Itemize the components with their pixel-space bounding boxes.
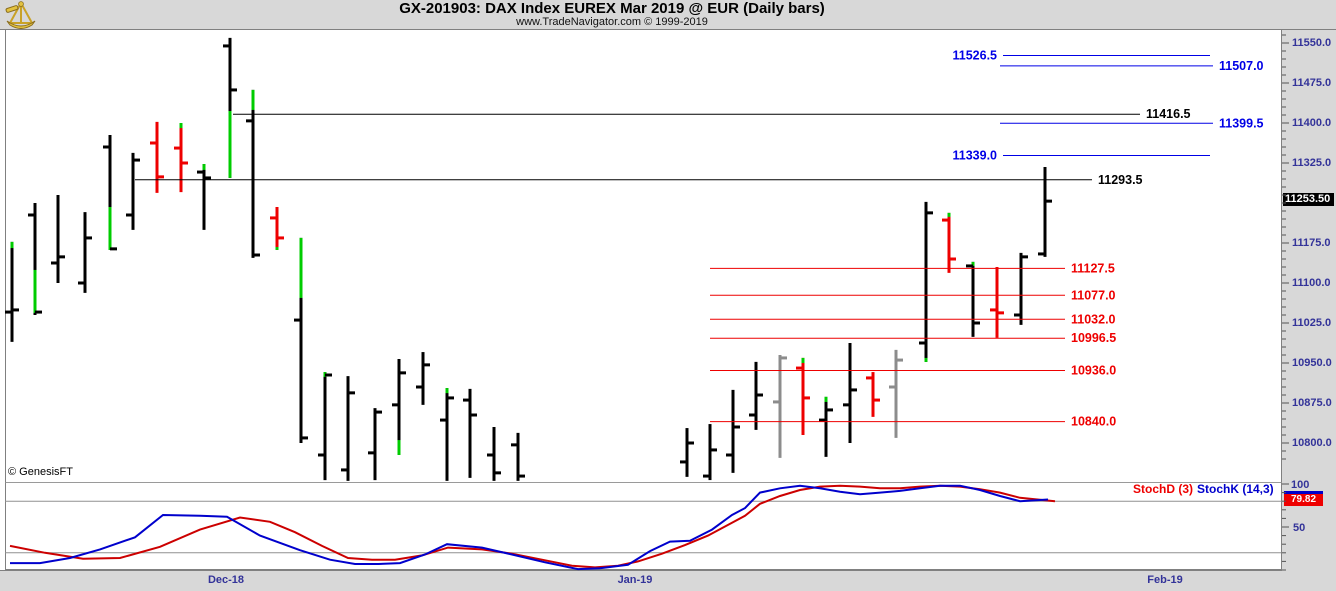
price-axis-label: 11400.0	[1292, 117, 1332, 129]
stochastic-indicator-panel[interactable]	[5, 482, 1282, 570]
price-axis-label: 10950.0	[1292, 357, 1332, 369]
price-axis-label: 11100.0	[1292, 277, 1331, 289]
price-axis[interactable]: 11550.0 11475.0 11400.0 11325.0 11175.0 11100…	[1282, 30, 1336, 591]
price-axis-label: 11475.0	[1292, 77, 1332, 89]
stochk-legend-label: StochK (14,3)	[1197, 482, 1274, 496]
price-axis-label: 10875.0	[1292, 397, 1332, 409]
date-axis[interactable]	[0, 570, 1282, 591]
price-axis-label: 10800.0	[1292, 437, 1332, 449]
stochd-value-badge: 79.82	[1284, 494, 1323, 506]
stoch-axis-100-label: 100	[1291, 479, 1310, 491]
price-axis-label: 11550.0	[1292, 37, 1332, 49]
main-price-chart-panel[interactable]	[5, 30, 1282, 482]
price-axis-label: 11025.0	[1292, 317, 1332, 329]
chart-subtitle: www.TradeNavigator.com © 1999-2019	[516, 16, 708, 28]
last-price-badge: 11253.50	[1283, 193, 1334, 206]
price-axis-label: 11325.0	[1292, 157, 1332, 169]
title-bar: GX-201903: DAX Index EUREX Mar 2019 @ EU…	[0, 0, 1336, 30]
title-wrap: GX-201903: DAX Index EUREX Mar 2019 @ EU…	[0, 0, 1224, 30]
date-label-feb-19: Feb-19	[1147, 574, 1183, 586]
genesisft-watermark: © GenesisFT	[8, 466, 73, 478]
price-axis-label: 11175.0	[1292, 237, 1331, 249]
gold-sextant-logo-icon	[5, 1, 36, 29]
stochd-legend-label: StochD (3)	[1133, 482, 1193, 496]
stoch-axis-50-label: 50	[1293, 522, 1306, 534]
chart-title: GX-201903: DAX Index EUREX Mar 2019 @ EU…	[399, 0, 825, 17]
date-label-jan-19: Jan-19	[617, 574, 653, 586]
date-label-dec-18: Dec-18	[207, 574, 245, 586]
